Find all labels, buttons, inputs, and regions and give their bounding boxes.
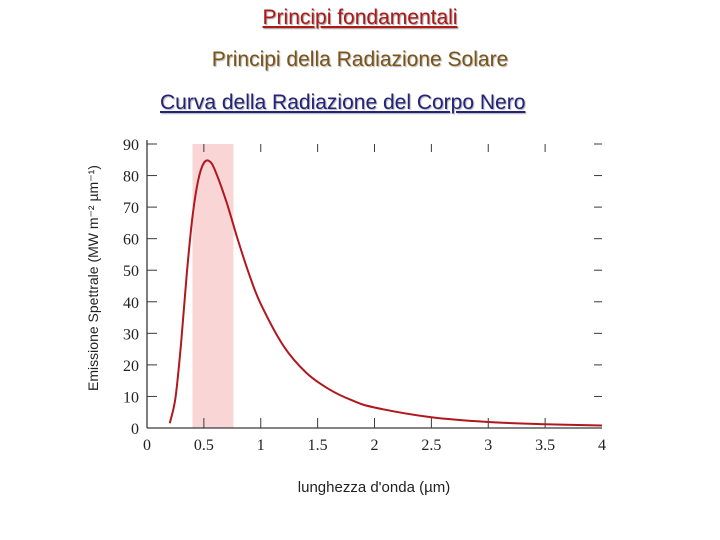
x-tick-label: 1 (257, 437, 265, 454)
y-tick-labels: 0 10 20 30 40 50 60 70 80 90 (123, 137, 139, 438)
x-tick-label: 3 (484, 437, 492, 454)
y-tick-label: 70 (123, 200, 139, 217)
series-line (168, 159, 603, 427)
x-tick-label: 1.5 (308, 437, 328, 454)
y-tick-label: 90 (123, 137, 139, 154)
slide-title: Principi fondamentali (262, 6, 458, 29)
y-tick-label: 30 (123, 326, 139, 343)
x-tick-label: 3.5 (535, 437, 555, 454)
y-tick-label: 40 (123, 295, 139, 312)
axes (146, 140, 602, 429)
x-tick-label: 0.5 (194, 437, 214, 454)
y-tick-label: 0 (131, 421, 139, 438)
y-axis-label: Emissione Spettrale (MW m⁻² µm⁻¹) (85, 165, 101, 391)
slide-subtitle: Principi della Radiazione Solare (211, 48, 509, 71)
y-tick-label: 20 (123, 358, 139, 375)
y-tick-label: 10 (123, 389, 139, 406)
x-tick-label: 2.5 (421, 437, 441, 454)
x-tick-label: 0 (143, 437, 151, 454)
y-tick-label: 80 (123, 169, 139, 186)
y-tick-label: 50 (123, 263, 139, 280)
tick-marks (147, 143, 602, 428)
chart-title: Curva della Radiazione del Corpo Nero (160, 91, 526, 114)
x-axis-label: lunghezza d'onda (µm) (298, 479, 450, 496)
y-tick-label: 60 (123, 232, 139, 249)
x-tick-label: 2 (371, 437, 379, 454)
visible-band-highlight (192, 144, 234, 428)
x-tick-label: 4 (598, 437, 606, 454)
x-tick-labels: 0 0.5 1 1.5 2 2.5 3 3.5 4 (143, 437, 606, 454)
